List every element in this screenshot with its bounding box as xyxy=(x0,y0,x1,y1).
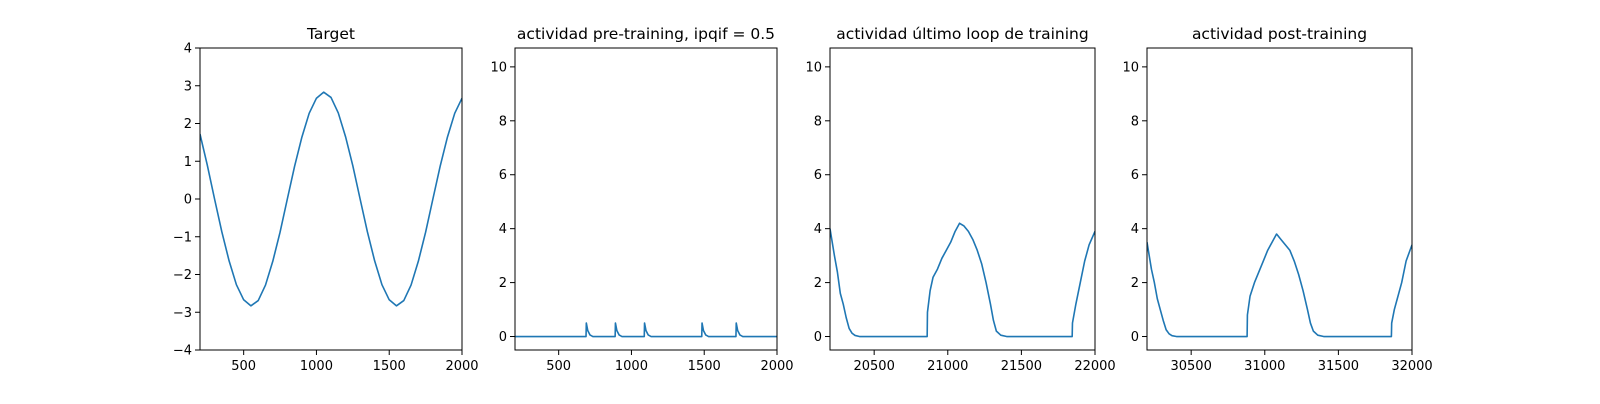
axes-frame xyxy=(1146,47,1413,351)
series-line-1-1 xyxy=(200,91,462,307)
x-tick-label: 22000 xyxy=(1074,359,1115,374)
subplot-title: Target xyxy=(306,25,355,43)
series-line-4-1 xyxy=(1147,233,1412,338)
y-tick-label: 10 xyxy=(1122,60,1139,75)
y-tick-label: −3 xyxy=(173,306,192,321)
x-tick-label: 1500 xyxy=(688,359,721,374)
y-tick-label: 0 xyxy=(1131,330,1139,345)
subplot-2: 500 1000 1500 2000 0 2 4 6 8 10 actividad pre-trai… xyxy=(490,25,793,374)
y-tick-label: 8 xyxy=(1131,114,1139,129)
y-tick-label: 2 xyxy=(499,276,507,291)
y-tick-label: 4 xyxy=(184,42,192,57)
y-tick-label: 10 xyxy=(805,60,822,75)
y-tick-label: 4 xyxy=(1131,222,1139,237)
y-tick-label: 6 xyxy=(1131,168,1139,183)
x-tick-label: 1500 xyxy=(373,359,406,374)
x-tick-label: 21500 xyxy=(1001,359,1042,374)
x-tick-label: 1000 xyxy=(615,359,648,374)
y-tick-label: 6 xyxy=(499,168,507,183)
y-tick-label: −4 xyxy=(173,344,192,359)
y-tick-label: −1 xyxy=(173,230,192,245)
axes-frame xyxy=(514,47,778,351)
x-tick-label: 500 xyxy=(546,359,571,374)
y-tick-label: 1 xyxy=(184,155,192,170)
subplot-title: actividad post-training xyxy=(1192,25,1367,43)
y-tick-label: 6 xyxy=(814,168,822,183)
subplot-4: 30500 31000 31500 32000 0 2 4 6 8 10 actividad pos… xyxy=(1122,25,1432,374)
y-tick-label: 10 xyxy=(490,60,507,75)
y-tick-label: 4 xyxy=(814,222,822,237)
subplot-title: actividad pre-training, ipqif = 0.5 xyxy=(517,25,775,43)
y-tick-label: 8 xyxy=(499,114,507,129)
axes-frame xyxy=(829,47,1096,351)
y-tick-label: 2 xyxy=(1131,276,1139,291)
x-tick-label: 2000 xyxy=(445,359,478,374)
y-tick-label: 8 xyxy=(814,114,822,129)
series-line-3-1 xyxy=(830,222,1095,338)
subplot-3: 20500 21000 21500 22000 0 2 4 6 8 10 actividad últ… xyxy=(805,25,1115,374)
x-tick-label: 2000 xyxy=(760,359,793,374)
x-tick-label: 30500 xyxy=(1170,359,1211,374)
y-tick-label: −2 xyxy=(173,268,192,283)
y-tick-label: 0 xyxy=(814,330,822,345)
y-tick-label: 3 xyxy=(184,79,192,94)
x-tick-label: 21000 xyxy=(927,359,968,374)
subplot-1: 500 1000 1500 2000 −4 −3 −2 −1 0 1 2 3 4 Target xyxy=(173,25,479,374)
x-tick-label: 31500 xyxy=(1318,359,1359,374)
y-tick-label: 2 xyxy=(184,117,192,132)
series-line-2-1 xyxy=(515,322,777,338)
y-tick-label: 2 xyxy=(814,276,822,291)
y-tick-label: 4 xyxy=(499,222,507,237)
x-tick-label: 31000 xyxy=(1244,359,1285,374)
x-tick-label: 20500 xyxy=(853,359,894,374)
x-tick-label: 500 xyxy=(231,359,256,374)
axes-frame xyxy=(199,47,463,351)
x-tick-label: 1000 xyxy=(300,359,333,374)
y-tick-label: 0 xyxy=(499,330,507,345)
x-tick-label: 32000 xyxy=(1391,359,1432,374)
subplot-title: actividad último loop de training xyxy=(836,25,1088,43)
y-tick-label: 0 xyxy=(184,193,192,208)
